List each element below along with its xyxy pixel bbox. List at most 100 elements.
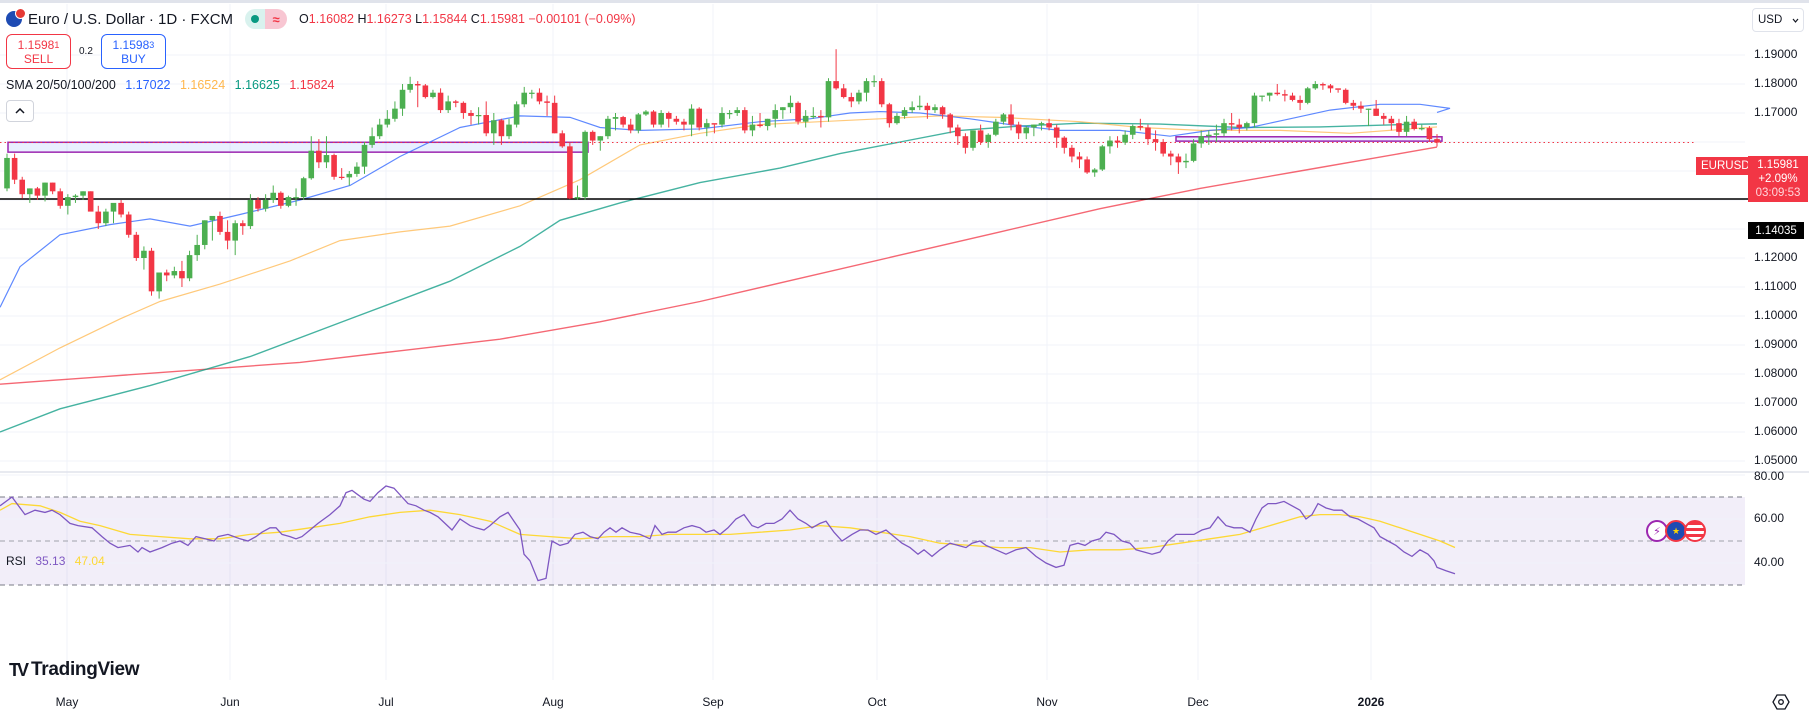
candle-body [574,197,581,199]
rsi-ma-line [0,502,1456,553]
candle-body [255,200,261,209]
candle-body [194,244,200,256]
us-flag-event-icon[interactable] [1684,520,1706,542]
candle-body [148,250,155,292]
candle-body [620,117,626,125]
candle-body [1251,95,1258,124]
open-value: 1.16082 [308,12,354,26]
candle-body [696,108,702,128]
trade-panel: 1.15981 SELL 0.2 1.15983 BUY [6,34,166,69]
candle-body [171,271,178,276]
candle-body [392,108,398,119]
candle-body [711,123,718,125]
candle-body [635,114,642,131]
collapse-legend-button[interactable] [6,100,34,122]
price-axis-label: 1.18000 [1754,76,1798,90]
candle-body [848,97,855,102]
candle-body [916,105,923,108]
candle-body [924,105,931,111]
chevron-up-icon [15,108,25,114]
candle-body [1152,139,1159,142]
candle-body [133,234,140,258]
candle-body [1426,128,1433,140]
currency-select[interactable]: USD [1752,8,1804,32]
rsi-ma-value: 47.04 [74,554,105,568]
candle-body [163,272,170,276]
candle-body [399,89,406,109]
time-axis-label: Aug [542,695,564,709]
candle-body [894,115,900,124]
candle-body [1213,133,1220,135]
chart-settings-icon[interactable] [1772,693,1790,711]
candle-body [118,202,124,215]
spread-value: 0.2 [79,46,93,57]
tradingview-logo[interactable]: TV TradingView [9,659,140,680]
price-axis-label: 1.17000 [1754,105,1798,119]
candle-body [217,215,223,232]
candle-body [445,101,451,111]
candle-body [141,250,147,258]
candle-body [1221,123,1227,134]
candle-body [954,127,961,137]
buy-button[interactable]: 1.15983 BUY [100,34,166,69]
candle-body [787,102,794,108]
candle-body [42,182,48,196]
price-axis-label: 1.09000 [1754,337,1798,351]
market-status-pill[interactable]: ≈ [245,9,288,29]
candle-body [1198,136,1205,144]
candle-body [947,114,953,128]
rsi-value: 35.13 [35,554,66,568]
candle-body [1327,85,1334,89]
candle-body [1137,126,1144,128]
candle-body [1312,84,1319,89]
high-value: 1.16273 [366,12,412,26]
candle-body [818,115,824,118]
candle-body [650,111,657,125]
candle-body [1289,95,1296,100]
candle-body [757,124,763,127]
time-axis-label: Oct [867,695,887,709]
candle-body [1282,94,1288,96]
sell-button[interactable]: 1.15981 SELL [6,34,71,69]
candle-body [80,191,86,196]
candle-body [1000,114,1007,122]
eu-us-flag-icon [6,8,26,27]
candle-body [688,108,695,125]
candle-body [1244,123,1250,128]
sma200-line [0,146,1438,385]
horizontal-line-price-label[interactable]: 1.14035 [1748,222,1804,239]
price-axis-label: 1.06000 [1754,424,1798,438]
candle-body [407,84,413,90]
candle-body [726,113,733,115]
candle-body [1373,108,1379,116]
time-axis-label: 2026 [1357,695,1385,709]
sma20-value: 1.17022 [125,78,171,92]
candle-body [513,104,520,125]
candle-body [627,124,634,131]
sma-legend[interactable]: SMA 20/50/100/200 1.17022 1.16524 1.1662… [6,78,341,92]
candle-body [1107,140,1113,147]
candle-body [369,136,375,145]
candle-body [293,197,299,199]
symbol-title[interactable]: Euro / U.S. Dollar · 1D · FXCM [28,10,234,28]
candle-body [475,115,482,117]
candle-body [1320,84,1326,86]
candle-body [703,123,710,128]
candle-body [156,272,162,292]
candle-body [665,113,672,119]
rsi-legend[interactable]: RSI 35.13 47.04 [6,554,111,568]
candle-body [346,173,353,178]
candle-body [1434,139,1440,143]
candle-body [1418,128,1425,130]
candle-body [559,133,566,147]
top-border [0,0,1809,3]
candle-body [1046,123,1052,128]
candle-body [247,200,254,227]
candle-body [810,115,817,118]
candle-body [19,179,26,195]
candle-body [308,150,315,179]
candle-body [1259,95,1265,97]
sma50-line [0,115,1438,381]
candle-body [270,192,277,200]
